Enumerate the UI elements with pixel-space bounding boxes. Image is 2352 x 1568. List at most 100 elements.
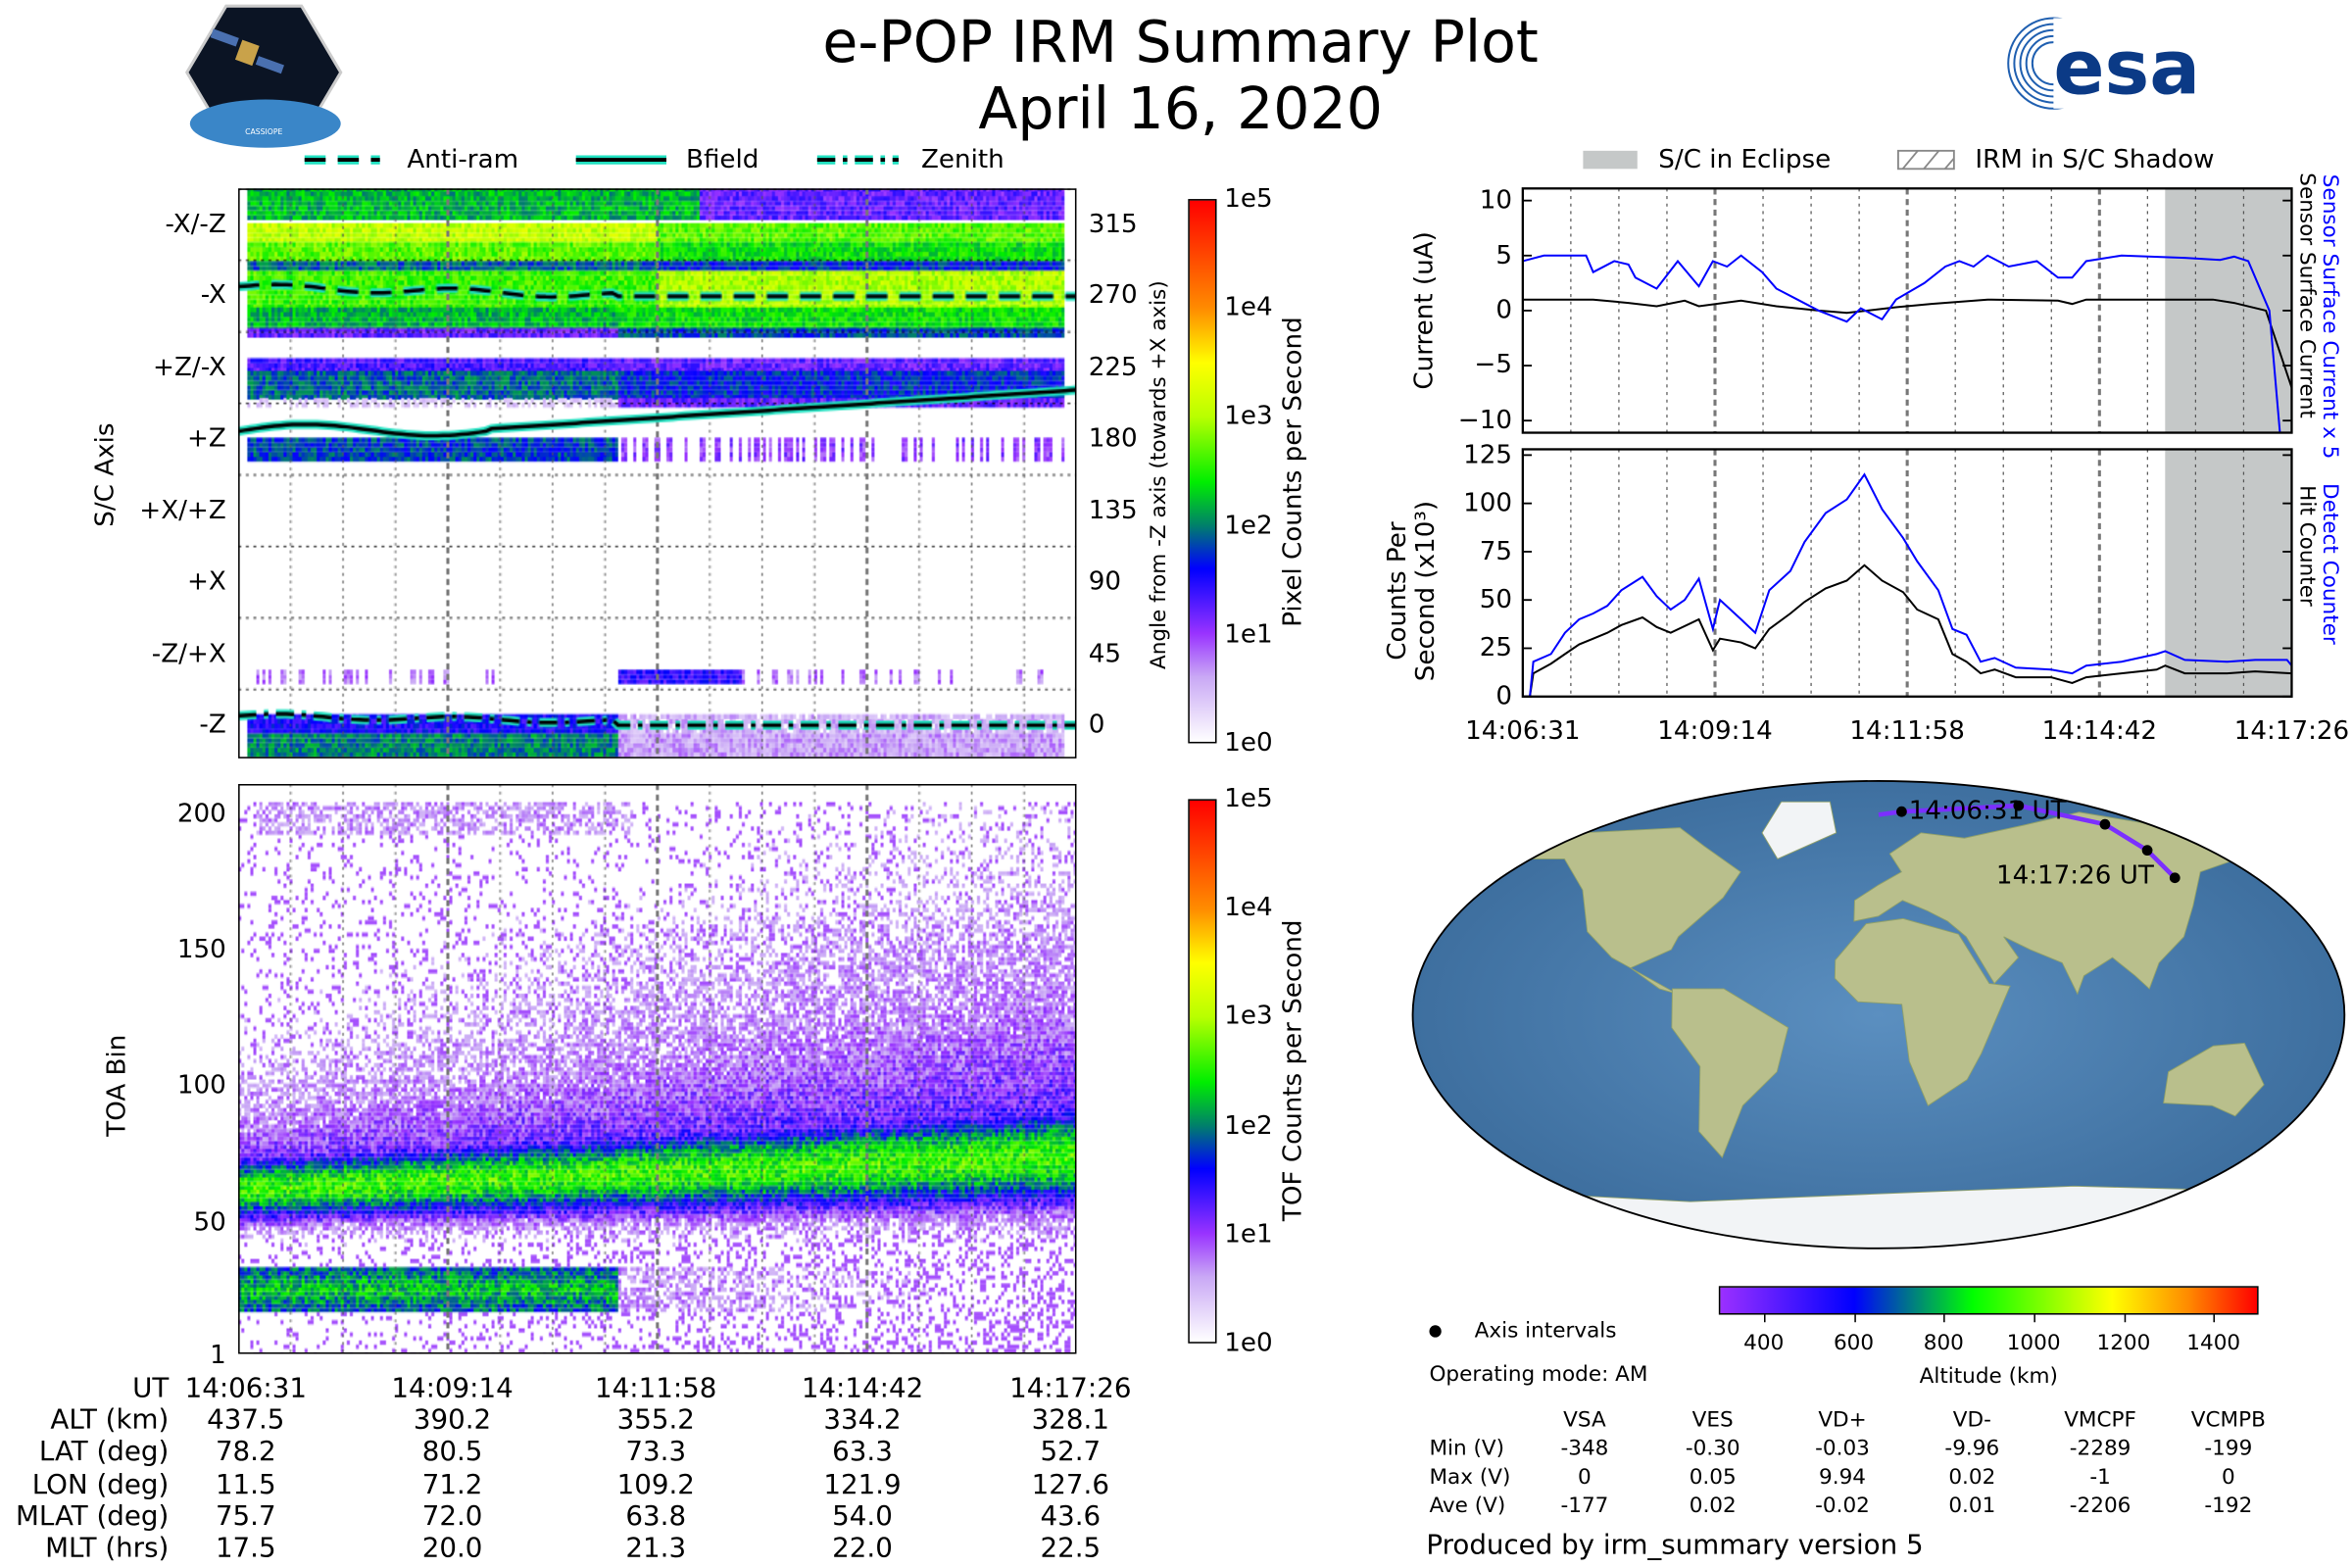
ephemeris-cell: 14:06:31 (184, 1372, 307, 1405)
tof-colorbar-tick-0: 1e5 (1224, 784, 1273, 814)
axis-interval-dot (2169, 872, 2180, 884)
ephemeris-cell: 52.7 (1040, 1436, 1102, 1469)
tof-counts-spectrogram (238, 784, 1077, 1354)
eclipse-legend-swatch (1583, 150, 1638, 170)
eclipse-legend-label: S/C in Eclipse (1658, 144, 1832, 175)
tof-colorbar-tick-2: 1e3 (1224, 1002, 1273, 1032)
ephemeris-cell: 80.5 (421, 1436, 483, 1469)
produced-by-label: Produced by irm_summary version 5 (1426, 1529, 1924, 1562)
ephemeris-cell: 328.1 (1031, 1404, 1109, 1437)
sector-label-5: +X (186, 566, 226, 598)
plot-date: April 16, 2020 (978, 74, 1383, 142)
pixel-counts-spectrogram (238, 188, 1077, 759)
series-line-sensor-surface-current-x-5 (1522, 254, 2281, 433)
sector-label-0: -X/-Z (165, 209, 226, 240)
axis-interval-dot (1896, 806, 1907, 817)
ephemeris-row-label: UT (132, 1372, 170, 1405)
ephemeris-cell: 54.0 (832, 1500, 893, 1533)
voltage-cell: 0.02 (1689, 1494, 1737, 1519)
ephemeris-cell: 43.6 (1040, 1500, 1102, 1533)
axis-interval-dot-icon (1429, 1325, 1442, 1338)
x-tick-label: 14:09:14 (1657, 715, 1773, 747)
y-tick-label: −5 (1474, 350, 1513, 381)
ephemeris-cell: 71.2 (421, 1468, 483, 1500)
altitude-tick-label: 1000 (2006, 1331, 2061, 1356)
ephemeris-cell: 11.5 (215, 1468, 276, 1500)
voltage-cell: -0.30 (1685, 1437, 1740, 1461)
voltage-column-header: VSA (1563, 1407, 1606, 1433)
voltage-row-label: Ave (V) (1429, 1494, 1506, 1519)
altitude-tick-label: 600 (1833, 1331, 1875, 1356)
voltage-column-header: VES (1691, 1407, 1734, 1433)
pixel-colorbar-tick-1: 1e4 (1224, 292, 1273, 323)
altitude-tick-mark (2034, 1314, 2035, 1323)
ephemeris-row-label: LAT (deg) (38, 1436, 170, 1469)
x-tick-label: 14:17:26 (2233, 715, 2350, 747)
ephemeris-cell: 14:14:42 (801, 1372, 924, 1405)
continent-africa (1834, 917, 2011, 1106)
tof-colorbar (1188, 799, 1217, 1344)
altitude-tick-mark (1763, 1314, 1766, 1323)
tof-colorbar-tick-5: 1e0 (1224, 1328, 1273, 1359)
pixel-colorbar-tick-2: 1e3 (1224, 401, 1273, 432)
y-tick-label: 50 (1479, 584, 1513, 615)
ephemeris-cell: 63.3 (832, 1436, 893, 1469)
voltage-row-label: Min (V) (1429, 1437, 1505, 1461)
series-group (1522, 472, 2292, 697)
series-group (1522, 254, 2292, 433)
voltage-cell: 0.05 (1689, 1465, 1737, 1491)
track-end-label: 14:17:26 UT (1995, 860, 2154, 892)
operating-mode: Operating mode: AM (1429, 1362, 1648, 1388)
ephemeris-row-label: LON (deg) (31, 1468, 170, 1500)
axis-interval-dot (2099, 818, 2111, 830)
shadow-legend-label: IRM in S/C Shadow (1975, 144, 2215, 175)
voltage-cell: -9.96 (1944, 1437, 2000, 1461)
y-tick-label: 5 (1495, 240, 1513, 271)
legend-zenith-label: Zenith (921, 144, 1004, 175)
sector-label-3: +Z (186, 423, 226, 455)
y-tick-label: 0 (1495, 681, 1513, 712)
voltage-column-header: VD- (1952, 1407, 1991, 1433)
voltage-cell: -2289 (2069, 1437, 2132, 1461)
ephemeris-cell: 14:17:26 (1009, 1372, 1132, 1405)
y-tick-label: 0 (1495, 295, 1513, 326)
y-tick-label: 10 (1479, 185, 1513, 217)
y-tick-label: 25 (1479, 633, 1513, 663)
x-tick-label: 14:06:31 (1465, 715, 1581, 747)
voltage-cell: 9.94 (1819, 1465, 1866, 1491)
eclipse-shade (2165, 188, 2292, 433)
sector-label-7: -Z (199, 710, 226, 741)
tof-panel-frame (238, 784, 1077, 1354)
y-tick-label: 75 (1479, 536, 1513, 567)
series-line-sensor-surface-current (1522, 298, 2292, 388)
altitude-colorbar (1718, 1286, 2259, 1315)
voltage-column-header: VMCPF (2064, 1407, 2136, 1433)
voltage-cell: -0.02 (1815, 1494, 1870, 1519)
x-tick-label: 14:14:42 (2041, 715, 2158, 747)
pixel-colorbar (1188, 199, 1217, 744)
altitude-tick-label: 1200 (2096, 1331, 2151, 1356)
angle-tick-6: 45 (1088, 638, 1122, 669)
sector-label-4: +X/+Z (139, 495, 226, 526)
ephemeris-cell: 14:09:14 (391, 1372, 514, 1405)
ephemeris-cell: 109.2 (616, 1468, 695, 1500)
ephemeris-cell: 72.0 (421, 1500, 483, 1533)
ephemeris-cell: 75.7 (215, 1500, 276, 1533)
ephemeris-cell: 22.0 (832, 1532, 893, 1565)
ephemeris-cell: 437.5 (207, 1404, 285, 1437)
altitude-tick-label: 400 (1743, 1331, 1785, 1356)
toa-tick-2: 100 (176, 1070, 226, 1102)
voltage-column-header: VD+ (1818, 1407, 1867, 1433)
tof-colorbar-tick-3: 1e2 (1224, 1110, 1273, 1141)
toa-tick-4: 1 (210, 1340, 226, 1371)
ephemeris-cell: 355.2 (616, 1404, 695, 1437)
eclipse-shade (2165, 449, 2292, 697)
track-start-label: 14:06:31 UT (1908, 796, 2067, 827)
angle-tick-7: 0 (1088, 710, 1105, 741)
continent-eurasia (1853, 811, 2279, 996)
